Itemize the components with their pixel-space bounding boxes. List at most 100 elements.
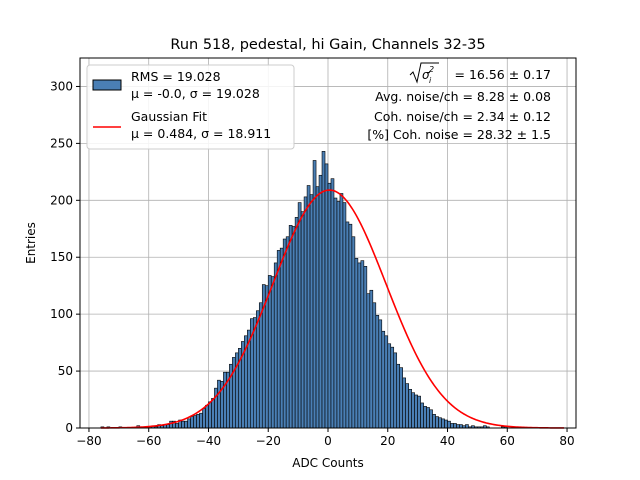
histogram-bar [429, 409, 433, 429]
histogram-bar [336, 201, 341, 429]
histogram-bar [327, 182, 332, 429]
histogram-bar [187, 418, 191, 429]
histogram-bar [196, 414, 200, 429]
x-tick-label: 80 [559, 434, 574, 448]
histogram-bar [166, 424, 170, 429]
histogram-bar [276, 250, 281, 429]
histogram-bar [294, 217, 299, 429]
histogram-bars [100, 151, 508, 429]
histogram-bar [450, 423, 454, 429]
gaussian-fit-curve [100, 189, 565, 429]
histogram-bar [360, 260, 365, 429]
y-tick-label: 50 [58, 364, 73, 378]
histogram-bar [282, 238, 287, 429]
histogram-bar [324, 163, 329, 429]
legend-label-rms: RMS = 19.028 [131, 69, 221, 84]
histogram-bar [426, 407, 430, 429]
svg-text:2: 2 [429, 65, 434, 74]
annotation-coh-noise-percent: [%] Coh. noise = 28.32 ± 1.5 [367, 127, 551, 142]
histogram-bar [199, 412, 203, 429]
histogram-bar [438, 417, 442, 429]
x-axis-label: ADC Counts [292, 456, 364, 470]
histogram-bar [354, 258, 359, 429]
histogram-bar [315, 186, 320, 429]
annotation-coh-noise: Coh. noise/ch = 2.34 ± 0.12 [374, 109, 551, 124]
histogram-bar [390, 346, 395, 429]
histogram-bar [255, 310, 260, 429]
histogram-bar [402, 377, 406, 429]
noise-annotations: σ 2 i = 16.56 ± 0.17 Avg. noise/ch = 8.2… [367, 62, 551, 142]
histogram-bar [205, 404, 209, 429]
x-tick-label: −20 [256, 434, 281, 448]
histogram-bar [414, 394, 418, 429]
histogram-bar [288, 225, 293, 429]
histogram-bar [432, 414, 436, 429]
histogram-bar [309, 194, 314, 429]
histogram-bar [223, 371, 227, 429]
legend-sublabel-fit: μ = 0.484, σ = 18.911 [131, 126, 271, 141]
histogram-bar [456, 424, 460, 429]
histogram-bar [208, 401, 212, 429]
histogram-bar [387, 343, 392, 429]
histogram-bar [423, 406, 427, 429]
x-axis-ticks: −80 −60 −40 −20 0 20 40 60 80 [76, 428, 575, 448]
histogram-bar [396, 363, 401, 429]
sqrt-sigma-symbol: σ 2 i [409, 62, 439, 85]
y-tick-label: 300 [50, 79, 73, 93]
histogram-bar [211, 398, 215, 429]
histogram-bar [453, 423, 457, 429]
x-tick-label: 20 [380, 434, 395, 448]
histogram-bar [369, 289, 374, 429]
x-tick-label: −80 [76, 434, 101, 448]
x-tick-label: 40 [440, 434, 455, 448]
histogram-bar [366, 293, 371, 429]
histogram-bar [357, 262, 362, 429]
y-axis-ticks: 0 50 100 150 200 250 300 [50, 79, 80, 435]
histogram-bar [420, 402, 424, 429]
histogram-bar [405, 383, 409, 429]
annotation-total-noise: = 16.56 ± 0.17 [455, 67, 551, 82]
histogram-bar [181, 420, 185, 429]
y-tick-label: 200 [50, 193, 73, 207]
histogram-bar [291, 226, 296, 429]
histogram-bar [447, 420, 451, 429]
histogram-bar [253, 317, 257, 429]
histogram-bar [417, 395, 421, 429]
histogram-bar [273, 262, 278, 429]
histogram-bar [193, 415, 197, 429]
histogram-bar [169, 420, 173, 429]
histogram-bar [351, 236, 356, 429]
histogram-bar [217, 379, 221, 429]
histogram-bar [459, 424, 463, 429]
histogram-bar [342, 202, 347, 429]
histogram-bar [348, 223, 353, 429]
legend-sublabel-rms: μ = -0.0, σ = 19.028 [131, 86, 260, 101]
histogram-bar [384, 335, 389, 429]
x-tick-label: −40 [196, 434, 221, 448]
histogram-bar [465, 424, 469, 429]
histogram-bar [184, 420, 188, 429]
histogram-bar [300, 211, 305, 429]
histogram-bar [264, 285, 269, 429]
histogram-bar [444, 419, 448, 429]
histogram-bar [345, 221, 350, 429]
histogram-bar [279, 247, 284, 429]
legend-swatch-histogram [92, 79, 122, 91]
histogram-bar [411, 392, 415, 429]
histogram-bar [378, 319, 383, 429]
chart-title: Run 518, pedestal, hi Gain, Channels 32-… [170, 37, 485, 53]
histogram-bar [318, 174, 323, 429]
svg-text:i: i [429, 76, 432, 85]
histogram-bar [399, 367, 403, 429]
x-tick-label: 0 [324, 434, 332, 448]
y-tick-label: 250 [50, 136, 73, 150]
histogram-bar [321, 151, 326, 429]
histogram-bar [339, 193, 344, 429]
histogram-bar [175, 423, 179, 429]
histogram-bar [190, 416, 194, 429]
histogram-bar [393, 352, 398, 429]
histogram-bar [363, 266, 368, 429]
y-tick-label: 0 [65, 421, 73, 435]
histogram-bar [202, 408, 206, 429]
legend: RMS = 19.028 μ = -0.0, σ = 19.028 Gaussi… [86, 64, 295, 150]
